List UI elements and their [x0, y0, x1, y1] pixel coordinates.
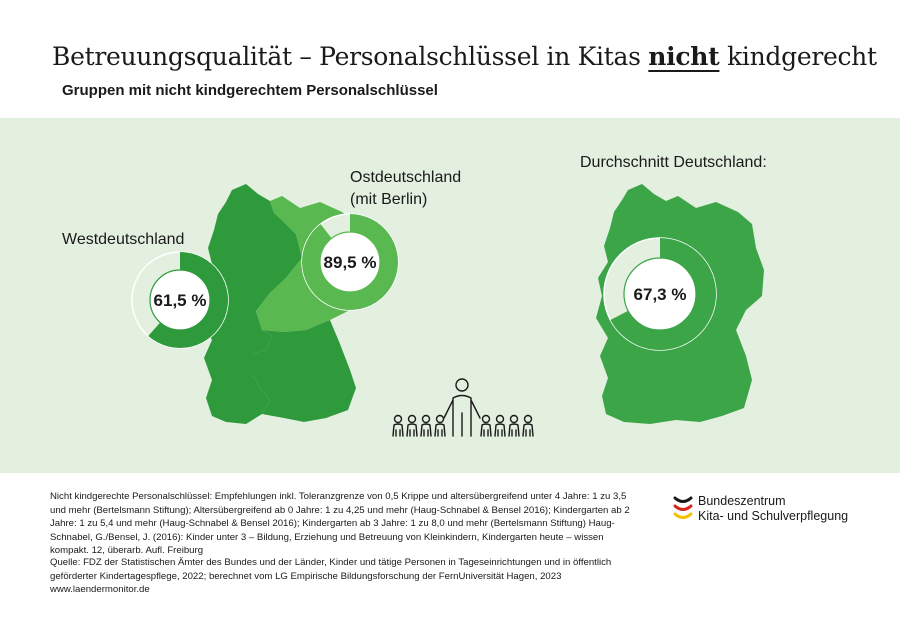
title-text-end: kindgerecht	[719, 42, 877, 71]
logo: Bundeszentrum Kita- und Schulverpflegung	[672, 490, 872, 530]
child-icon	[406, 414, 418, 437]
source-url[interactable]: www.laendermonitor.de	[50, 584, 150, 596]
label-mit-berlin: (mit Berlin)	[350, 191, 427, 208]
map-west-germany	[200, 184, 302, 424]
donut-germany-value-label: 67,3 %	[634, 285, 687, 304]
source-note: Quelle: FDZ der Statistischen Ämter des …	[50, 556, 630, 597]
child-icon	[494, 414, 506, 437]
children-group	[392, 414, 534, 437]
donut-east-hole	[319, 231, 381, 293]
donut-west: 61,5 %	[131, 251, 229, 349]
adult-and-children-icon	[392, 378, 534, 437]
logo-line-2: Kita- und Schulverpflegung	[698, 509, 849, 523]
page-subtitle: Gruppen mit nicht kindgerechtem Personal…	[62, 82, 438, 99]
child-icon	[522, 414, 534, 437]
chart-svg: 61,5 % 89,5 % 67,3 % Westdeutschland Ost…	[62, 154, 767, 437]
adult-head	[455, 378, 469, 392]
donut-east-value-label: 89,5 %	[324, 253, 377, 272]
child-icon	[392, 414, 404, 437]
title-text: Betreuungsqualität – Personalschlüssel i…	[52, 42, 649, 71]
logo-mark-icon	[673, 496, 693, 519]
chart-panel: 61,5 % 89,5 % 67,3 % Westdeutschland Ost…	[0, 118, 900, 473]
child-icon	[508, 414, 520, 437]
logo-text: Bundeszentrum Kita- und Schulverpflegung	[698, 494, 848, 524]
title-emphasis: nicht	[648, 42, 720, 71]
label-westdeutschland: Westdeutschland	[62, 231, 184, 248]
page-title: Betreuungsqualität – Personalschlüssel i…	[52, 42, 877, 71]
child-icon	[434, 414, 446, 437]
map-south-germany	[252, 320, 356, 422]
donut-west-value-label: 61,5 %	[154, 291, 207, 310]
donut-east: 89,5 %	[301, 213, 399, 311]
label-durchschnitt: Durchschnitt Deutschland:	[580, 154, 767, 171]
logo-line-1: Bundeszentrum	[698, 494, 786, 508]
adult-body	[443, 394, 481, 437]
child-icon	[420, 414, 432, 437]
donut-west-hole	[149, 269, 211, 331]
donut-germany: 67,3 %	[603, 237, 717, 351]
source-text: Quelle: FDZ der Statistischen Ämter des …	[50, 557, 612, 582]
label-ostdeutschland: Ostdeutschland	[350, 169, 461, 186]
child-icon	[480, 414, 492, 437]
footnote: Nicht kindgerechte Personalschlüssel: Em…	[50, 491, 630, 557]
donut-germany-hole	[623, 257, 697, 331]
